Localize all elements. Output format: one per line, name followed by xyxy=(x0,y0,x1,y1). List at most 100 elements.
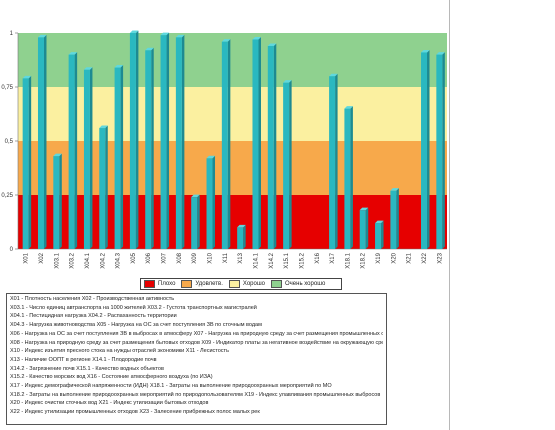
y-tick-label: 0,5 xyxy=(5,139,14,145)
bar-top xyxy=(53,153,62,157)
bar-top xyxy=(22,75,32,79)
bar-side xyxy=(74,52,78,249)
bar-X14.2 xyxy=(267,45,274,250)
bar-side xyxy=(105,125,108,249)
bar-top xyxy=(344,106,353,109)
x-tick-label: X10 xyxy=(208,252,214,263)
x-tick-label: X18.1 xyxy=(345,252,351,268)
x-tick-label: X04.1 xyxy=(85,252,91,268)
description-line: X20 - Индекс очистки сточных вод X21 - И… xyxy=(10,400,209,407)
chart-legend: Плохо Удовлетв. Хорошо Очень хорошо xyxy=(140,278,342,290)
x-tick-label: X07 xyxy=(162,252,168,263)
bar-X09 xyxy=(191,197,198,249)
bar-top xyxy=(375,220,384,224)
bar-top xyxy=(329,73,338,77)
bar-side xyxy=(396,188,399,249)
bar-X22 xyxy=(421,52,428,249)
x-tick-label: X19 xyxy=(376,252,382,263)
x-tick-label: X13 xyxy=(238,252,244,263)
y-tick-label: 0,75 xyxy=(1,85,13,91)
y-tick-label: 1 xyxy=(10,31,14,37)
description-line: X01 - Плотность населения X02 - Производ… xyxy=(10,296,175,302)
bar-top xyxy=(129,30,139,33)
bar-side xyxy=(151,47,154,249)
bar-top xyxy=(191,194,200,198)
bar-X03.1 xyxy=(53,156,60,249)
legend-label-bad: Плохо xyxy=(158,281,176,287)
bar-top xyxy=(37,34,47,38)
bar-X11 xyxy=(221,41,228,249)
legend-item-satisfactory: Удовлетв. xyxy=(181,280,223,288)
bar-side xyxy=(381,220,384,249)
bar-top xyxy=(267,43,277,46)
bar-top xyxy=(436,52,445,55)
description-line: X04.1 - Пестицидная нагрузка X04.2 - Рас… xyxy=(10,313,177,320)
bar-top xyxy=(221,39,231,42)
x-tick-label: X14.2 xyxy=(269,252,275,268)
bar-side xyxy=(166,32,170,249)
bar-X13 xyxy=(237,227,244,249)
bar-X23 xyxy=(436,54,443,249)
description-line: X22 - Индекс утилизации промышленных отх… xyxy=(10,409,260,416)
bar-top xyxy=(206,155,216,159)
description-line: X08 - Нагрузка на природную среду за сче… xyxy=(10,339,383,346)
x-tick-label: X23 xyxy=(437,252,443,263)
bar-X18.2 xyxy=(359,210,366,249)
bar-top xyxy=(421,49,430,53)
bar-side xyxy=(273,43,277,250)
legend-swatch-very-good xyxy=(271,280,283,288)
bar-side xyxy=(365,207,369,249)
bar-X07 xyxy=(160,35,167,249)
x-tick-label: X09 xyxy=(192,252,198,263)
bar-X10 xyxy=(206,158,213,249)
chart-plot: 0 0,25 0,5 0,75 1 X01 X02 X03.1 X03.2 X04.1 X04.2 X… xyxy=(1,30,447,269)
bar-side xyxy=(59,153,62,249)
description-line: X06 - Нагрузка на ОС за счет поступления… xyxy=(10,330,383,337)
legend-item-good: Хорошо xyxy=(228,280,265,288)
x-tick-label: X18.2 xyxy=(361,252,367,268)
bar-X19 xyxy=(375,223,382,249)
x-tick-label: X03.1 xyxy=(54,252,60,268)
bar-top xyxy=(390,188,399,191)
bar-side xyxy=(120,65,124,249)
description-line: X03.1 - Число единиц автранспорта на 100… xyxy=(10,304,257,311)
bar-top xyxy=(283,80,292,83)
bar-X14.1 xyxy=(252,39,259,250)
description-line: X04.3 - Нагрузка животноводства X05 - На… xyxy=(10,322,262,329)
x-tick-label: X14.1 xyxy=(253,252,259,268)
bar-side xyxy=(43,34,47,249)
bar-side xyxy=(197,194,200,249)
bar-X03.2 xyxy=(68,54,75,249)
x-tick-label: X22 xyxy=(422,252,428,263)
bar-X06 xyxy=(145,50,152,249)
x-tick-label: X01 xyxy=(24,252,30,263)
bar-top xyxy=(114,65,124,68)
bar-side xyxy=(442,52,445,249)
band-2 xyxy=(18,87,447,141)
x-tick-label: X06 xyxy=(146,252,152,263)
bar-X08 xyxy=(175,37,182,249)
legend-item-very-good: Очень хорошо xyxy=(271,280,325,288)
bar-top xyxy=(252,36,261,40)
bar-X04.2 xyxy=(99,128,106,249)
bar-side xyxy=(135,30,139,249)
description-line: X14.2 - Загрязнение почв X15.1 - Качеств… xyxy=(10,365,164,372)
x-tick-label: X03.2 xyxy=(70,252,76,268)
bar-X02 xyxy=(37,37,44,249)
bar-X15.1 xyxy=(283,82,290,250)
description-line: X10 - Индекс изъятия пресного стока на н… xyxy=(10,348,229,355)
bar-side xyxy=(350,106,353,249)
band-1 xyxy=(18,141,447,195)
legend-label-satisfactory: Удовлетв. xyxy=(195,281,223,287)
bar-X20 xyxy=(390,190,397,249)
bar-X18.1 xyxy=(344,108,351,249)
x-tick-label: X02 xyxy=(39,252,45,263)
indicator-descriptions: X01 - Плотность населения X02 - Производ… xyxy=(6,293,387,425)
legend-swatch-bad xyxy=(144,280,155,288)
bar-top xyxy=(99,125,108,129)
x-tick-label: X15.2 xyxy=(299,252,305,268)
bar-side xyxy=(258,36,261,250)
bar-side xyxy=(335,73,338,249)
bar-X04.3 xyxy=(114,67,121,249)
bar-top xyxy=(68,52,78,55)
